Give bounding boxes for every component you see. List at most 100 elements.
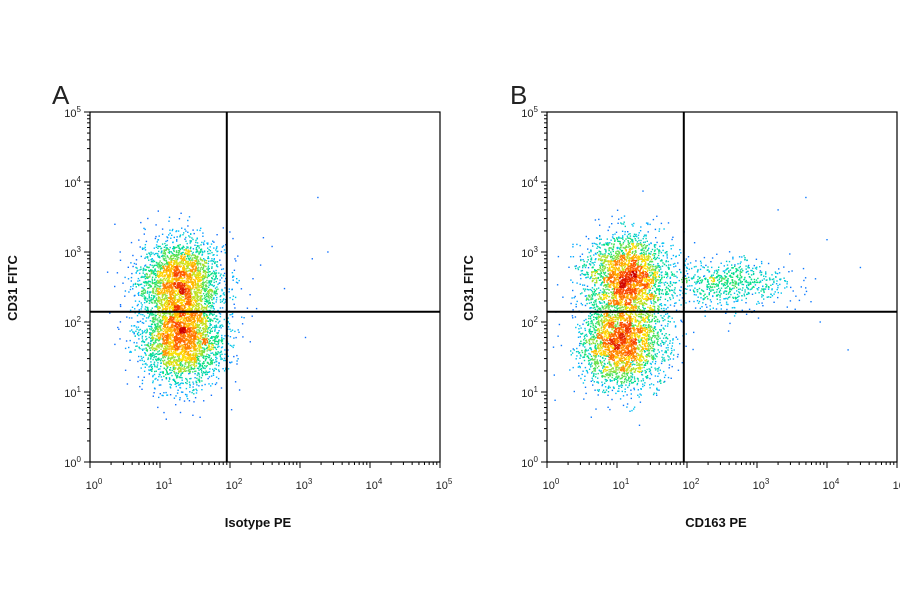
event-point [171, 315, 174, 317]
event-point [158, 291, 160, 293]
event-point [162, 347, 165, 349]
event-point [188, 235, 190, 237]
event-point [154, 285, 156, 288]
event-point [198, 355, 200, 358]
event-point [185, 268, 188, 270]
event-point [160, 328, 162, 331]
event-point [178, 253, 180, 255]
event-point [194, 353, 197, 355]
event-point [184, 361, 187, 364]
event-point [174, 266, 176, 268]
event-point [164, 323, 166, 325]
event-point [212, 326, 214, 329]
event-point [170, 337, 172, 340]
event-point [207, 303, 210, 305]
event-point [198, 320, 200, 322]
event-point [157, 273, 159, 275]
event-point [211, 263, 213, 265]
event-point [159, 307, 161, 309]
event-point [203, 317, 206, 319]
event-point [154, 323, 156, 326]
event-point [207, 296, 210, 298]
event-point [201, 353, 203, 356]
event-point [252, 278, 254, 280]
event-point [143, 292, 145, 294]
event-point [152, 349, 154, 351]
event-point [214, 346, 216, 348]
event-point [223, 292, 225, 294]
event-point [198, 329, 200, 332]
event-point [187, 340, 190, 342]
event-point [157, 297, 160, 299]
event-point [171, 286, 174, 289]
event-point [167, 303, 169, 305]
event-point [222, 268, 225, 270]
event-point [139, 385, 141, 388]
event-point [153, 313, 155, 316]
event-point [164, 356, 166, 359]
event-point [150, 297, 152, 299]
event-point [192, 389, 194, 392]
event-point [188, 348, 190, 350]
event-point [150, 270, 153, 273]
event-point [161, 243, 164, 245]
event-point [198, 379, 201, 382]
event-point [150, 299, 152, 301]
event-point [183, 352, 185, 354]
event-point [145, 301, 148, 303]
event-point [184, 370, 187, 372]
event-point [190, 354, 192, 356]
event-point [198, 369, 200, 371]
event-point [241, 316, 243, 318]
event-point [129, 288, 132, 291]
event-point [161, 351, 164, 353]
event-point [215, 359, 217, 361]
event-point [141, 344, 143, 346]
event-point [156, 264, 158, 266]
event-point [196, 293, 199, 296]
event-point [200, 264, 202, 266]
event-point [162, 316, 165, 318]
event-point [170, 350, 173, 353]
event-point [208, 383, 210, 385]
event-point [167, 326, 169, 328]
event-point [168, 282, 171, 284]
event-point [137, 303, 139, 306]
event-point [208, 288, 211, 291]
event-point [164, 242, 166, 245]
event-point [170, 362, 172, 365]
event-point [166, 323, 169, 326]
event-point [160, 280, 163, 282]
event-point [152, 375, 154, 378]
event-point [215, 315, 218, 317]
event-point [173, 295, 175, 298]
event-point [191, 345, 193, 347]
event-point [218, 362, 220, 364]
event-point [192, 266, 194, 268]
event-point [158, 307, 160, 309]
event-point [177, 279, 179, 282]
event-point [196, 381, 198, 384]
event-point [175, 251, 178, 253]
event-point [186, 338, 188, 341]
event-point [156, 287, 158, 289]
event-point [234, 296, 237, 299]
event-point [148, 369, 150, 371]
event-point [158, 263, 160, 266]
event-point [192, 273, 195, 275]
event-point [189, 386, 191, 388]
event-point [177, 324, 179, 326]
event-point [177, 359, 179, 362]
event-point [212, 346, 214, 349]
event-point [186, 292, 188, 294]
event-point [156, 303, 158, 305]
event-point [232, 298, 234, 301]
event-point [152, 374, 154, 377]
event-point [157, 353, 159, 356]
event-point [134, 294, 136, 297]
event-point [193, 232, 195, 235]
event-point [186, 319, 188, 321]
event-point [187, 249, 189, 251]
event-point [228, 288, 230, 290]
event-point [180, 262, 182, 264]
